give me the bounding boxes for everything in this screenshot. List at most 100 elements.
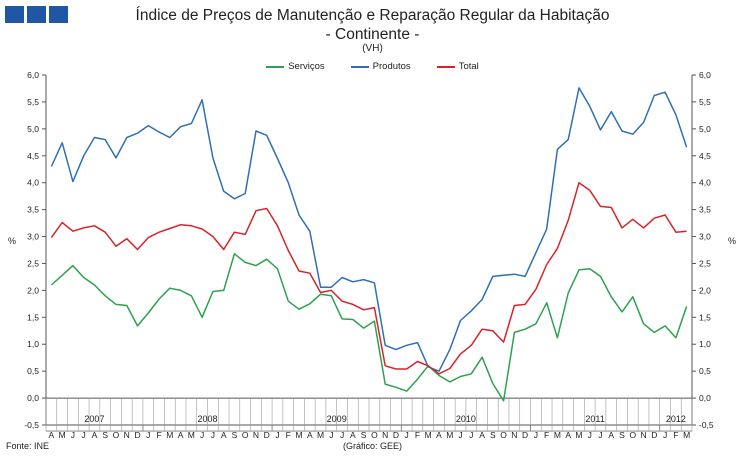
month-tick-label: J: [405, 430, 409, 440]
month-tick-label: S: [490, 430, 496, 440]
month-tick-label: A: [92, 430, 98, 440]
y-tick-label-left: 5,0: [27, 124, 39, 134]
y-axis-label-right: %: [728, 236, 736, 246]
month-tick-label: J: [534, 430, 538, 440]
y-tick-label-right: -0,5: [699, 420, 714, 430]
legend-label-total: Total: [458, 61, 479, 72]
month-tick-label: F: [673, 430, 678, 440]
legend-label-servicos: Serviços: [288, 61, 325, 72]
month-tick-label: J: [663, 430, 667, 440]
month-tick-label: N: [124, 430, 130, 440]
month-tick-label: J: [71, 430, 75, 440]
month-tick-label: J: [458, 430, 462, 440]
y-tick-label-right: 0,5: [699, 366, 711, 376]
month-tick-label: S: [102, 430, 108, 440]
month-tick-label: M: [554, 430, 561, 440]
month-tick-label: J: [200, 430, 204, 440]
y-tick-label-left: 3,5: [27, 205, 39, 215]
series-line-total: [50, 181, 687, 375]
month-tick-label: O: [371, 430, 378, 440]
legend-item-total: Total: [436, 61, 479, 72]
month-tick-label: O: [629, 430, 636, 440]
month-tick-label: A: [178, 430, 184, 440]
month-tick-label: M: [575, 430, 582, 440]
y-tick-label-right: 3,0: [699, 232, 711, 242]
month-tick-label: J: [469, 430, 473, 440]
y-tick-label-right: 5,0: [699, 124, 711, 134]
legend-swatch-servicos: [266, 65, 285, 68]
y-tick-label-right: 5,5: [699, 97, 711, 107]
month-tick-label: A: [49, 430, 55, 440]
y-tick-label-left: 6,0: [27, 70, 39, 80]
y-tick-label-right: 1,5: [699, 312, 711, 322]
y-tick-label-left: 1,0: [27, 339, 39, 349]
logo-block: [5, 6, 24, 23]
y-tick-label-left: 0,0: [27, 393, 39, 403]
month-tick-label: M: [59, 430, 66, 440]
y-tick-label-left: 0,5: [27, 366, 39, 376]
y-tick-label-right: 2,0: [699, 285, 711, 295]
source-note: Fonte: INE: [6, 441, 50, 451]
month-tick-label: A: [350, 430, 356, 440]
year-label: 2009: [327, 414, 347, 424]
month-tick-label: S: [361, 430, 367, 440]
month-tick-label: D: [651, 430, 657, 440]
month-tick-label: J: [598, 430, 602, 440]
year-label: 2008: [197, 414, 217, 424]
y-tick-label-left: -0,5: [24, 420, 39, 430]
y-tick-label-left: 1,5: [27, 312, 39, 322]
month-tick-label: O: [113, 430, 120, 440]
month-tick-label: A: [479, 430, 485, 440]
month-tick-label: N: [253, 430, 259, 440]
year-label: 2007: [84, 414, 104, 424]
month-tick-label: F: [286, 430, 291, 440]
month-tick-label: A: [608, 430, 614, 440]
gee-logo: [5, 6, 68, 23]
year-label: 2010: [456, 414, 476, 424]
month-tick-label: M: [446, 430, 453, 440]
month-tick-label: D: [264, 430, 270, 440]
month-tick-label: F: [544, 430, 549, 440]
y-tick-label-left: 3,0: [27, 232, 39, 242]
chart-legend: Serviços Produtos Total: [0, 61, 745, 72]
y-tick-label-left: 5,5: [27, 97, 39, 107]
month-tick-label: J: [329, 430, 333, 440]
legend-label-produtos: Produtos: [372, 61, 411, 72]
chart-unit: (VH): [362, 43, 383, 54]
month-tick-label: S: [619, 430, 625, 440]
month-tick-label: J: [146, 430, 150, 440]
month-tick-label: M: [295, 430, 302, 440]
month-tick-label: S: [232, 430, 238, 440]
chart-subtitle: - Continente -: [325, 26, 420, 43]
y-tick-label-left: 2,5: [27, 258, 39, 268]
month-tick-label: D: [522, 430, 528, 440]
month-tick-label: J: [82, 430, 86, 440]
month-tick-label: M: [317, 430, 324, 440]
chart-title: Índice de Preços de Manutenção e Reparaç…: [135, 7, 610, 24]
credit-note: (Gráfico: GEE): [342, 441, 402, 451]
y-tick-label-right: 3,5: [699, 205, 711, 215]
y-tick-label-right: 2,5: [699, 258, 711, 268]
month-tick-label: N: [511, 430, 517, 440]
legend-swatch-produtos: [350, 65, 369, 68]
series-line-produtos: [50, 87, 688, 372]
month-tick-label: F: [156, 430, 161, 440]
y-tick-label-left: 2,0: [27, 285, 39, 295]
month-tick-label: J: [340, 430, 344, 440]
legend-item-produtos: Produtos: [350, 61, 411, 72]
month-tick-label: J: [211, 430, 215, 440]
month-tick-label: J: [588, 430, 592, 440]
y-tick-label-left: 4,5: [27, 151, 39, 161]
month-tick-label: M: [425, 430, 432, 440]
year-label: 2012: [666, 414, 686, 424]
month-tick-label: O: [242, 430, 249, 440]
y-axis-label-left: %: [8, 236, 16, 246]
month-tick-label: D: [393, 430, 399, 440]
month-tick-label: N: [640, 430, 646, 440]
series-line-servicos: [50, 253, 688, 402]
y-tick-label-right: 0,0: [699, 393, 711, 403]
month-tick-label: A: [307, 430, 313, 440]
month-tick-label: M: [166, 430, 173, 440]
month-tick-label: D: [134, 430, 140, 440]
